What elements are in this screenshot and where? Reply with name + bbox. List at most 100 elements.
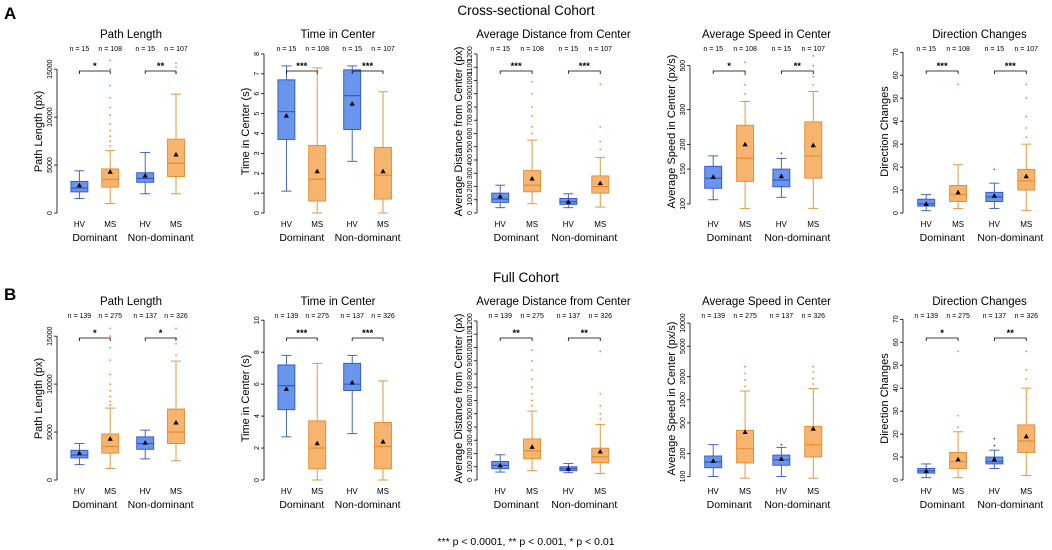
outlier-point (957, 414, 959, 417)
mean-marker (923, 201, 929, 206)
subgroup-label: HV (347, 487, 359, 496)
chart-title: Average Speed in Center (702, 296, 831, 308)
mean-marker (991, 456, 997, 462)
mean-marker (529, 444, 535, 449)
y-tick-label: 900 (467, 88, 474, 100)
y-tick-label: 5000 (47, 157, 54, 173)
outlier-point (109, 346, 112, 349)
subgroup-label: MS (170, 487, 182, 496)
y-tick-label: 200 (680, 447, 687, 459)
subgroup-label: HV (140, 487, 152, 496)
group-label: Dominant (707, 499, 752, 511)
hv-box (985, 437, 1004, 469)
significance-stars: * (727, 61, 731, 72)
chart-title: Path Length (100, 296, 162, 308)
outlier-point (1025, 83, 1028, 86)
mean-marker (76, 182, 82, 188)
y-tick-label: 500 (467, 408, 474, 420)
y-tick-label: 20 (893, 430, 900, 438)
n-label: n = 326 (801, 313, 825, 320)
n-label: n = 108 (946, 46, 970, 53)
significance-stars: ** (1007, 328, 1015, 339)
significance-stars: ** (581, 328, 589, 339)
row-a-title: Cross-sectional Cohort (457, 3, 595, 18)
mean-marker (778, 456, 784, 461)
iqr-box (804, 425, 823, 458)
y-tick-label: 15000 (47, 59, 54, 79)
ms-box (523, 80, 542, 205)
y-tick-label: 50 (893, 361, 900, 369)
outlier-point (175, 62, 177, 65)
outlier-point (744, 372, 746, 375)
outlier-point (599, 140, 602, 143)
subgroup-label: HV (563, 220, 575, 229)
outlier-point (531, 132, 533, 135)
mean-marker (810, 142, 816, 148)
significance-stars: ** (794, 61, 802, 72)
mean-marker (1023, 433, 1029, 439)
y-tick-label: 100 (680, 471, 687, 483)
significance-bracket (79, 70, 111, 74)
iqr-box (591, 447, 610, 464)
outlier-point (109, 359, 112, 362)
ms-box (167, 62, 185, 195)
outlier-point (531, 80, 533, 83)
y-tick-label: 800 (467, 368, 474, 380)
y-tick-label: 30 (893, 140, 900, 148)
chart-panel: Time in Center 0 2 4 6 8 10 Time in Center (s) n… (240, 296, 401, 511)
mean-marker (107, 436, 113, 441)
significance-stars: *** (362, 61, 373, 72)
outlier-point (531, 378, 533, 381)
n-label: n = 15 (916, 46, 936, 53)
significance-bracket (925, 337, 959, 341)
n-label: n = 139 (275, 313, 299, 320)
chart-panel: Average Speed in Center 100 150 200 300 500Av… (666, 29, 831, 244)
y-tick-label: 0 (47, 478, 54, 482)
n-label: n = 15 (703, 46, 723, 53)
significance-bracket (567, 337, 601, 341)
significance-bracket (351, 337, 384, 341)
y-tick-label: 1200 (467, 313, 474, 329)
hv-box (70, 170, 89, 200)
hv-box (277, 65, 296, 192)
ms-box (1017, 83, 1036, 212)
y-tick-label: 10 (893, 186, 900, 194)
mean-marker (955, 456, 961, 462)
y-tick-label: 200 (467, 181, 474, 193)
y-tick-label: 600 (467, 395, 474, 407)
ms-box (167, 327, 185, 462)
n-label: n = 137 (133, 313, 157, 320)
y-tick-label: 8 (254, 350, 261, 354)
hv-box (70, 443, 89, 466)
n-label: n = 108 (733, 46, 757, 53)
n-label: n = 137 (983, 313, 1007, 320)
y-tick-label: 300 (467, 434, 474, 446)
outlier-point (957, 83, 959, 86)
y-tick-label: 6 (254, 92, 261, 96)
outlier-point (109, 68, 112, 71)
subgroup-label: MS (104, 487, 116, 496)
iqr-box (1017, 424, 1036, 453)
y-tick-label: 70 (893, 315, 900, 323)
y-axis-label: Average Distance from Center (px) (453, 314, 465, 484)
outlier-point (109, 327, 112, 330)
y-tick-label: 30 (893, 407, 900, 415)
significance-stars: ** (157, 61, 165, 72)
chart-panel: Path Length 0 5000 10000 15000 Path Length (p… (33, 29, 194, 244)
subgroup-label: MS (807, 487, 819, 496)
hv-box (704, 444, 723, 477)
outlier-point (780, 152, 783, 155)
subgroup-label: MS (526, 220, 538, 229)
hv-box (917, 463, 936, 479)
hv-box (491, 454, 510, 473)
row-b-title: Full Cohort (493, 270, 559, 285)
group-label: Non-dominant (764, 232, 830, 244)
significance-bracket (780, 70, 814, 74)
hv-box (136, 152, 155, 195)
group-label: Dominant (72, 232, 117, 244)
y-tick-label: 150 (680, 163, 687, 175)
ms-box (101, 59, 120, 204)
hv-box (772, 152, 791, 198)
